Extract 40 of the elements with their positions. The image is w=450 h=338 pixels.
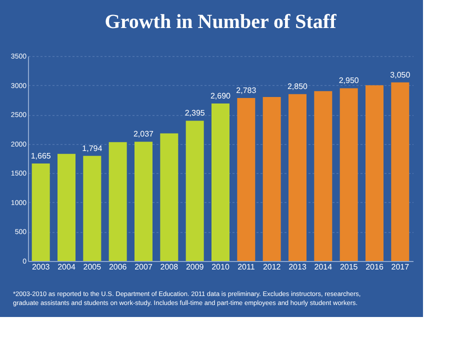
x-tick-label: 2003: [32, 262, 50, 272]
bar: [262, 97, 281, 261]
bar: [58, 154, 76, 261]
x-tick-label: 2013: [288, 262, 307, 272]
x-tick-label: 2007: [134, 262, 153, 272]
bar: [366, 85, 384, 261]
x-tick-label: 2008: [160, 262, 179, 272]
data-label: 1,794: [82, 144, 103, 153]
x-tick-label: 2014: [314, 262, 333, 272]
bar: [134, 142, 152, 261]
data-label: 2,783: [236, 86, 257, 95]
bar: [83, 156, 102, 261]
bar: [314, 91, 332, 261]
data-label: 1,665: [30, 151, 52, 160]
x-tick-label: 2004: [58, 262, 76, 272]
x-tick-label: 2017: [391, 262, 410, 272]
chart-title: Growth in Number of Staff: [104, 11, 337, 33]
bar: [186, 120, 204, 261]
x-tick-label: 2011: [238, 262, 256, 272]
bar: [108, 142, 127, 261]
bar: [160, 133, 178, 261]
bar: [32, 163, 50, 261]
x-tick-label: 2005: [83, 262, 102, 272]
bar: [391, 82, 410, 261]
x-tick-label: 2015: [340, 262, 358, 272]
bar: [340, 88, 358, 261]
x-tick-label: 2010: [212, 262, 230, 272]
x-tick-label: 2012: [262, 262, 282, 272]
x-tick-label: 2009: [186, 262, 204, 272]
bar: [288, 94, 306, 261]
data-label: 2,395: [184, 108, 206, 118]
data-label: 3,050: [390, 70, 411, 80]
x-tick-label: 2016: [366, 262, 384, 272]
data-label: 2,690: [210, 91, 232, 100]
x-tick-label: 2006: [108, 262, 128, 272]
bar: [212, 103, 230, 261]
bar: [237, 98, 256, 261]
data-label: 2,037: [133, 130, 154, 139]
data-label: 2,850: [287, 82, 308, 92]
data-label: 2,950: [338, 76, 360, 86]
